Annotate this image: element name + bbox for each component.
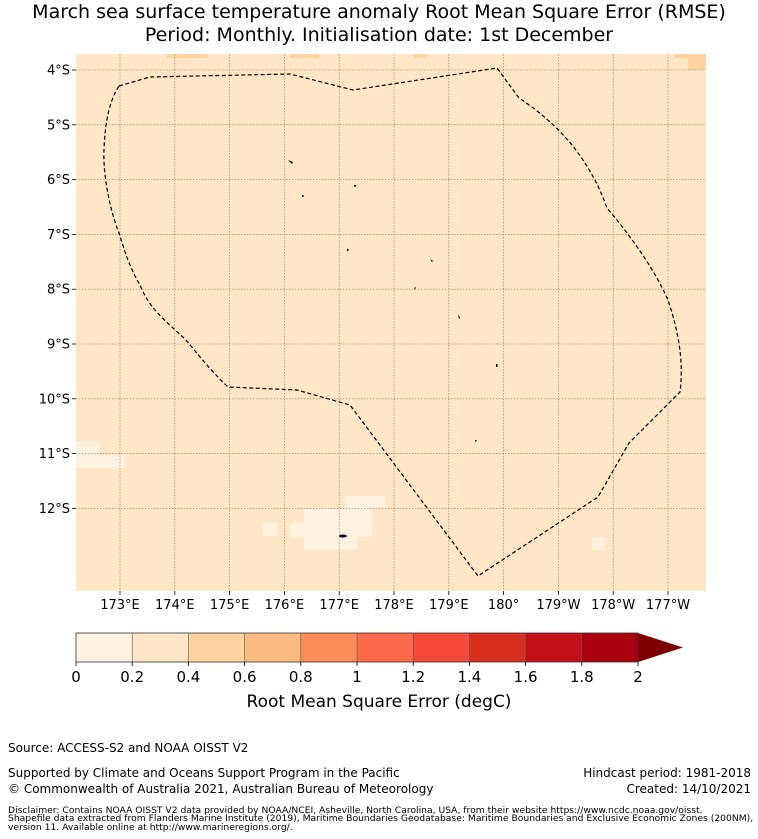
rmse-cell-low xyxy=(304,509,372,523)
support-text: Supported by Climate and Oceans Support … xyxy=(8,766,400,780)
islands xyxy=(288,160,498,538)
lon-tick-label: 179°E xyxy=(429,598,469,613)
lat-tick-label: 12°S xyxy=(39,502,70,517)
lat-tick-label: 4°S xyxy=(47,64,70,79)
lon-tick-label: 173°E xyxy=(100,598,140,613)
lon-tick-label: 174°E xyxy=(155,598,195,613)
rmse-cell-low xyxy=(290,523,372,537)
island xyxy=(302,195,304,197)
rmse-cell-low xyxy=(592,537,605,550)
lon-tick-label: 178°E xyxy=(374,598,414,613)
longitude-axis: 173°E 174°E 175°E 176°E 177°E 178°E 179°E 180° 1… xyxy=(100,591,690,613)
map-panel xyxy=(76,54,706,591)
colorbar-segment xyxy=(525,633,582,662)
island xyxy=(414,287,416,290)
source-text: Source: ACCESS-S2 and NOAA OISST V2 xyxy=(8,741,249,755)
hindcast-period: Hindcast period: 1981-2018 xyxy=(583,766,751,780)
lat-tick-label: 9°S xyxy=(47,338,70,353)
copyright-text: © Commonwealth of Australia 2021, Austra… xyxy=(8,782,434,796)
disclaimer-line1: Disclaimer: Contains NOAA OISST V2 data … xyxy=(8,805,703,816)
latitude-axis: 4°S 5°S 6°S 7°S 8°S 9°S 10°S 11°S 12°S xyxy=(39,64,76,517)
colorbar-segment xyxy=(188,633,245,662)
map-title-line2: Period: Monthly. Initialisation date: 1s… xyxy=(144,24,614,46)
rmse-cell-high xyxy=(167,54,208,58)
rmse-cell-low xyxy=(76,455,125,468)
colorbar-tick-label: 1.8 xyxy=(570,668,594,686)
colorbar-tick-label: 1.4 xyxy=(457,668,481,686)
colorbar-segment xyxy=(132,633,189,662)
colorbar-tick-label: 1.2 xyxy=(401,668,425,686)
colorbar-tick-label: 0.2 xyxy=(120,668,144,686)
lon-tick-label: 176°E xyxy=(265,598,305,613)
disclaimer-line2: Shapefile data extracted from Flanders M… xyxy=(8,813,754,824)
rmse-cell-high xyxy=(290,54,319,58)
lon-tick-label: 177°W xyxy=(646,598,690,613)
island xyxy=(339,534,347,538)
lon-tick-label: 175°E xyxy=(210,598,250,613)
colorbar-tick-label: 0 xyxy=(71,668,81,686)
gridlines xyxy=(76,54,706,591)
created-date: Created: 14/10/2021 xyxy=(626,782,751,796)
colorbar-tick-label: 0.8 xyxy=(289,668,313,686)
lat-tick-label: 11°S xyxy=(39,447,70,462)
lat-tick-label: 7°S xyxy=(47,228,70,243)
colorbar-segment xyxy=(469,633,526,662)
island xyxy=(458,314,460,319)
lat-tick-label: 6°S xyxy=(47,173,70,188)
colorbar-extend-arrow xyxy=(638,633,683,662)
lat-tick-label: 10°S xyxy=(39,392,70,407)
colorbar-tick-label: 1.6 xyxy=(514,668,538,686)
lat-tick-label: 5°S xyxy=(47,118,70,133)
eez-boundary xyxy=(103,67,682,577)
rmse-cell-high xyxy=(674,54,706,58)
colorbar-tick-label: 0.4 xyxy=(176,668,200,686)
island xyxy=(347,249,349,251)
colorbar-tick-label: 2 xyxy=(633,668,643,686)
colorbar-segment xyxy=(300,633,357,662)
rmse-cell-high xyxy=(688,58,706,70)
colorbar-segment xyxy=(76,633,133,662)
colorbar-segment xyxy=(244,633,301,662)
colorbar-tick-label: 0.6 xyxy=(233,668,257,686)
rmse-cell-low xyxy=(263,523,277,536)
island xyxy=(430,259,433,262)
colorbar-segment xyxy=(581,633,638,662)
colorbar: 0 0.2 0.4 0.6 0.8 1 1.2 1.4 1.6 1.8 2 xyxy=(71,632,683,686)
island xyxy=(288,160,293,164)
lon-tick-label: 177°E xyxy=(319,598,359,613)
rmse-cells xyxy=(76,54,706,550)
colorbar-segment xyxy=(357,633,414,662)
map-title-line1: March sea surface temperature anomaly Ro… xyxy=(32,1,726,23)
rmse-cell-low xyxy=(76,441,99,455)
rmse-cell-low xyxy=(304,537,358,550)
lon-tick-label: 178°W xyxy=(591,598,635,613)
lon-tick-label: 180° xyxy=(488,598,519,613)
colorbar-segment xyxy=(413,633,470,662)
colorbar-tick-label: 1 xyxy=(352,668,362,686)
island xyxy=(354,185,356,187)
colorbar-title: Root Mean Square Error (degC) xyxy=(246,692,512,712)
rmse-cell-low xyxy=(345,496,385,509)
rmse-cell-high xyxy=(414,54,426,58)
disclaimer-line3: version 11. Available online at http://w… xyxy=(8,822,293,833)
lon-tick-label: 179°W xyxy=(536,598,580,613)
lat-tick-label: 8°S xyxy=(47,283,70,298)
island xyxy=(475,440,477,442)
island xyxy=(496,364,498,367)
